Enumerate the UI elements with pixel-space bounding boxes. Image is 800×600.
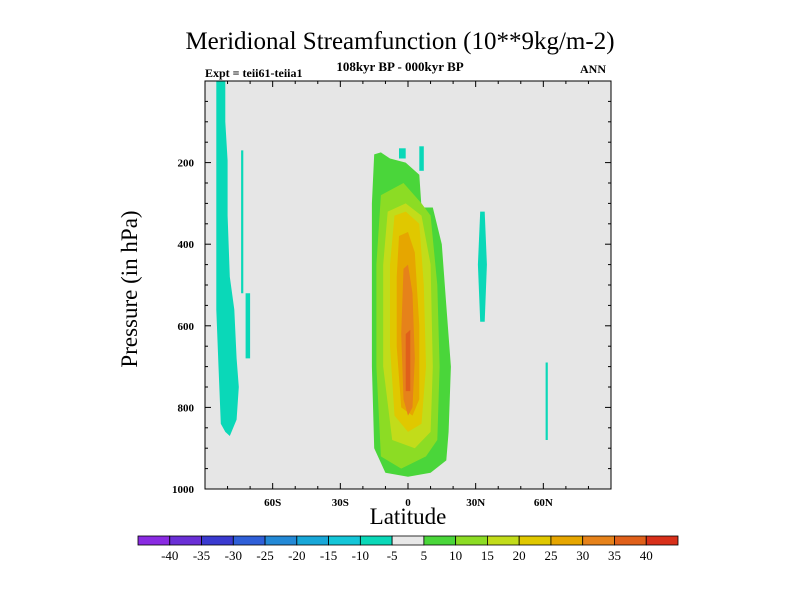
- colorbar-swatch: [550, 535, 584, 546]
- colorbar-swatch: [232, 535, 266, 546]
- colorbar-swatch: [645, 535, 679, 546]
- colorbar-swatch: [391, 535, 425, 546]
- contour-region-0: [216, 81, 239, 436]
- y-tick-label: 800: [178, 402, 195, 414]
- contour-region-2: [245, 293, 251, 359]
- y-tick-label: 200: [178, 158, 195, 170]
- colorbar-label: 15: [481, 548, 494, 563]
- x-tick-label: 60N: [534, 497, 553, 509]
- colorbar-label: 25: [544, 548, 557, 563]
- colorbar-label: 40: [640, 548, 653, 563]
- colorbar-label: -40: [161, 548, 178, 563]
- contour-region-1: [241, 150, 244, 294]
- colorbar-label: -35: [193, 548, 210, 563]
- colorbar-swatch: [423, 535, 457, 546]
- colorbar-label: 20: [513, 548, 526, 563]
- chart-title: Meridional Streamfunction (10**9kg/m-2): [185, 28, 615, 55]
- colorbar-swatch: [137, 535, 171, 546]
- colorbar-swatch: [359, 535, 393, 546]
- season-label: ANN: [580, 62, 606, 76]
- colorbar-label: -15: [320, 548, 337, 563]
- colorbar-label: 10: [449, 548, 462, 563]
- y-axis-label: Pressure (in hPa): [117, 210, 142, 368]
- colorbar-label: -10: [352, 548, 369, 563]
- colorbar-swatch: [264, 535, 298, 546]
- x-tick-label: 30S: [332, 497, 349, 509]
- colorbar-swatch: [328, 535, 361, 546]
- contour-region-5: [477, 211, 487, 322]
- contour-region-4: [419, 146, 424, 171]
- y-tick-label: 600: [178, 321, 195, 333]
- colorbar-swatch: [487, 535, 520, 546]
- colorbar-swatch: [582, 535, 615, 546]
- colorbar-label: -30: [225, 548, 242, 563]
- colorbar-label: 30: [576, 548, 589, 563]
- colorbar-swatch: [296, 535, 329, 546]
- y-tick-label: 400: [178, 239, 195, 251]
- colorbar-swatch: [455, 535, 488, 546]
- x-tick-label: 30N: [466, 497, 485, 509]
- contour-region-6: [545, 362, 548, 440]
- colorbar-label: 5: [421, 548, 428, 563]
- colorbar-label: 35: [608, 548, 621, 563]
- colorbar-swatch: [169, 535, 202, 546]
- colorbar-label: -20: [288, 548, 305, 563]
- contour-region-13: [405, 329, 411, 392]
- colorbar-label: -25: [256, 548, 273, 563]
- colorbar-swatch: [614, 535, 647, 546]
- y-tick-label: 1000: [172, 484, 195, 496]
- chart-subtitle: 108kyr BP - 000kyr BP: [336, 59, 464, 74]
- x-tick-label: 0: [405, 497, 411, 509]
- colorbar-swatch: [201, 535, 234, 546]
- contour-region-3: [399, 148, 406, 159]
- x-axis-label: Latitude: [369, 504, 447, 529]
- x-tick-label: 60S: [264, 497, 281, 509]
- colorbar-swatch: [518, 535, 552, 546]
- experiment-label: Expt = teii61-teiia1: [205, 66, 303, 80]
- colorbar-label: -5: [387, 548, 398, 563]
